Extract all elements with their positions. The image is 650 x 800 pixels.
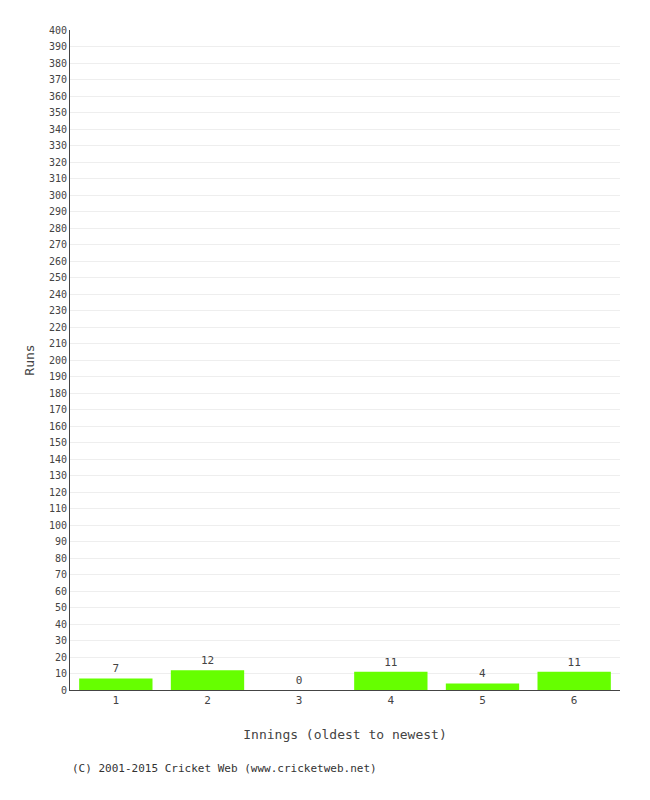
- svg-text:0: 0: [296, 674, 303, 687]
- svg-text:400: 400: [49, 25, 67, 36]
- svg-text:1: 1: [113, 694, 120, 707]
- svg-text:210: 210: [49, 338, 67, 349]
- svg-text:11: 11: [384, 656, 397, 669]
- svg-text:200: 200: [49, 355, 67, 366]
- svg-text:90: 90: [55, 536, 67, 547]
- svg-text:120: 120: [49, 487, 67, 498]
- svg-text:3: 3: [296, 694, 303, 707]
- svg-text:380: 380: [49, 58, 67, 69]
- svg-text:170: 170: [49, 404, 67, 415]
- svg-text:50: 50: [55, 602, 67, 613]
- svg-text:80: 80: [55, 553, 67, 564]
- svg-text:70: 70: [55, 569, 67, 580]
- svg-text:20: 20: [55, 652, 67, 663]
- svg-text:190: 190: [49, 371, 67, 382]
- svg-text:Runs: Runs: [22, 344, 37, 375]
- svg-text:Innings (oldest to newest): Innings (oldest to newest): [243, 727, 447, 742]
- svg-text:12: 12: [201, 654, 214, 667]
- svg-text:11: 11: [568, 656, 581, 669]
- svg-text:260: 260: [49, 256, 67, 267]
- svg-text:4: 4: [479, 667, 486, 680]
- svg-text:270: 270: [49, 239, 67, 250]
- svg-text:6: 6: [571, 694, 578, 707]
- svg-text:220: 220: [49, 322, 67, 333]
- svg-text:2: 2: [204, 694, 211, 707]
- svg-text:130: 130: [49, 470, 67, 481]
- svg-text:0: 0: [61, 685, 67, 696]
- svg-text:5: 5: [479, 694, 486, 707]
- svg-text:160: 160: [49, 421, 67, 432]
- svg-text:230: 230: [49, 305, 67, 316]
- svg-text:330: 330: [49, 140, 67, 151]
- svg-text:10: 10: [55, 668, 67, 679]
- svg-text:100: 100: [49, 520, 67, 531]
- svg-text:7: 7: [113, 662, 120, 675]
- svg-text:60: 60: [55, 586, 67, 597]
- svg-text:(C) 2001-2015 Cricket Web (www: (C) 2001-2015 Cricket Web (www.cricketwe…: [72, 762, 377, 775]
- svg-text:340: 340: [49, 124, 67, 135]
- svg-text:290: 290: [49, 206, 67, 217]
- svg-text:180: 180: [49, 388, 67, 399]
- svg-text:280: 280: [49, 223, 67, 234]
- svg-text:350: 350: [49, 107, 67, 118]
- svg-text:250: 250: [49, 272, 67, 283]
- svg-text:150: 150: [49, 437, 67, 448]
- svg-text:240: 240: [49, 289, 67, 300]
- svg-text:370: 370: [49, 74, 67, 85]
- svg-text:4: 4: [388, 694, 395, 707]
- svg-text:310: 310: [49, 173, 67, 184]
- svg-text:390: 390: [49, 41, 67, 52]
- svg-text:140: 140: [49, 454, 67, 465]
- svg-text:40: 40: [55, 619, 67, 630]
- svg-text:360: 360: [49, 91, 67, 102]
- svg-text:320: 320: [49, 157, 67, 168]
- svg-text:300: 300: [49, 190, 67, 201]
- svg-text:110: 110: [49, 503, 67, 514]
- svg-text:30: 30: [55, 635, 67, 646]
